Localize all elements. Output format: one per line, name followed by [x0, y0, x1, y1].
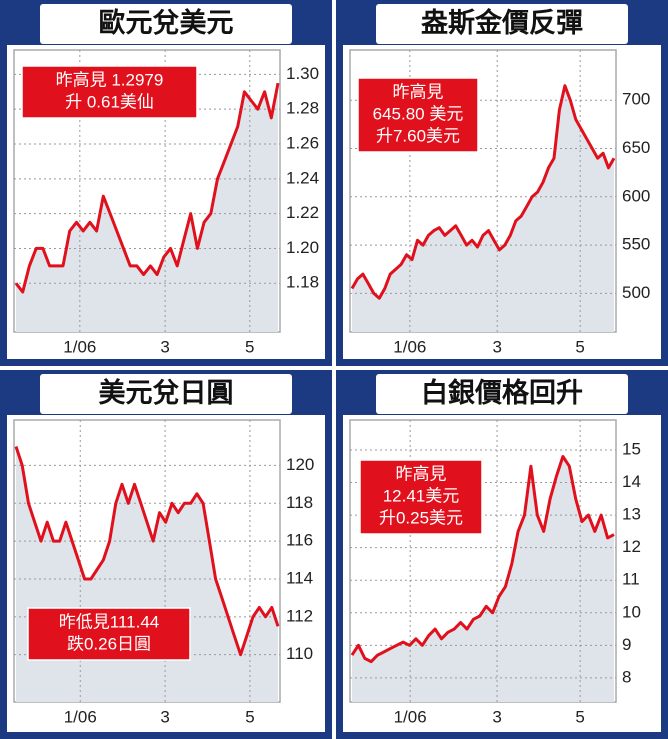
annotation: 12.41美元 — [383, 486, 460, 505]
x-tick-label: 5 — [575, 337, 584, 356]
x-tick-label: 1/06 — [63, 337, 96, 356]
x-tick-label: 3 — [160, 707, 169, 726]
y-tick-label: 13 — [622, 505, 641, 524]
annotation: 升 0.61美仙 — [65, 92, 154, 111]
x-tick-label: 1/06 — [394, 707, 427, 726]
chart-title: 盎斯金價反彈 — [421, 7, 583, 38]
panel: 盎斯金價反彈 500 550 600 650 700 1/06 3 5 昨高見 645.80 美元升… — [336, 0, 668, 366]
title-box — [40, 374, 292, 414]
y-tick-label: 114 — [286, 568, 313, 587]
annotation: 升0.25美元 — [379, 508, 463, 527]
x-tick-label: 1/06 — [64, 707, 97, 726]
y-tick-label: 14 — [622, 472, 641, 491]
y-tick-label: 8 — [622, 667, 631, 686]
x-tick-label: 5 — [245, 707, 254, 726]
y-tick-label: 112 — [286, 606, 313, 625]
line — [14, 446, 280, 657]
chart-title: 白銀價格回升 — [421, 377, 583, 408]
title-box — [376, 4, 628, 44]
x-tick-label: 3 — [492, 337, 501, 356]
y-tick-label: 11 — [622, 570, 640, 589]
panel: 歐元兌美元 1.18 1.20 1.22 1.24 1.26 1.28 1.30 1/06 3 5 昨… — [0, 0, 332, 366]
y-tick-label: 500 — [622, 283, 650, 302]
y-tick-label: 1.24 — [286, 168, 319, 187]
chart-title: 歐元兌美元 — [99, 7, 234, 38]
y-tick-label: 1.20 — [286, 238, 319, 257]
x-tick-label: 3 — [160, 337, 169, 356]
line — [14, 82, 280, 294]
title-box — [376, 374, 628, 414]
annotation: 跌0.26日圓 — [67, 634, 151, 653]
y-tick-label: 10 — [622, 602, 641, 621]
area — [352, 85, 614, 332]
annotation-box — [359, 459, 483, 535]
annotation: 升7.60美元 — [376, 126, 460, 145]
y-tick-label: 15 — [622, 439, 641, 458]
x-tick-label: 1/06 — [393, 337, 426, 356]
y-tick-label: 120 — [286, 455, 314, 474]
y-tick-label: 1.30 — [286, 64, 319, 83]
area — [16, 83, 278, 332]
y-tick-label: 600 — [622, 186, 650, 205]
y-tick-label: 1.28 — [286, 99, 319, 118]
y-tick-label: 550 — [622, 235, 650, 254]
annotation-box — [21, 65, 198, 119]
y-tick-label: 1.22 — [286, 203, 319, 222]
y-tick-label: 116 — [286, 531, 313, 550]
x-tick-label: 3 — [492, 707, 501, 726]
annotation: 昨低見111.44 — [59, 612, 159, 631]
y-tick-label: 118 — [286, 493, 313, 512]
x-tick-label: 5 — [575, 707, 584, 726]
annotation: 昨高見 — [396, 464, 447, 483]
y-tick-label: 9 — [622, 635, 631, 654]
y-tick-label: 1.18 — [286, 273, 319, 292]
chart-title: 美元兌日圓 — [99, 377, 234, 408]
y-tick-label: 1.26 — [286, 133, 319, 152]
annotation: 昨高見 1.2979 — [56, 70, 164, 89]
annotation: 昨高見 — [393, 82, 444, 101]
panel: 美元兌日圓 110 112 114 116 118 120 1/06 3 5 昨低見111.44 跌0… — [0, 370, 332, 739]
line — [350, 455, 615, 664]
title-box — [40, 4, 292, 44]
y-tick-label: 650 — [622, 138, 650, 157]
x-tick-label: 5 — [245, 337, 254, 356]
y-tick-label: 700 — [622, 90, 650, 109]
panel: 白銀價格回升 8 9 10 11 12 13 14 15 1/06 3 5 昨高見 12.41美元升0.2… — [336, 370, 668, 739]
annotation: 645.80 美元 — [373, 104, 464, 123]
y-tick-label: 12 — [622, 537, 641, 556]
annotation-box — [357, 77, 479, 153]
annotation-box — [27, 607, 191, 661]
y-tick-label: 110 — [286, 644, 313, 663]
line — [350, 84, 616, 300]
